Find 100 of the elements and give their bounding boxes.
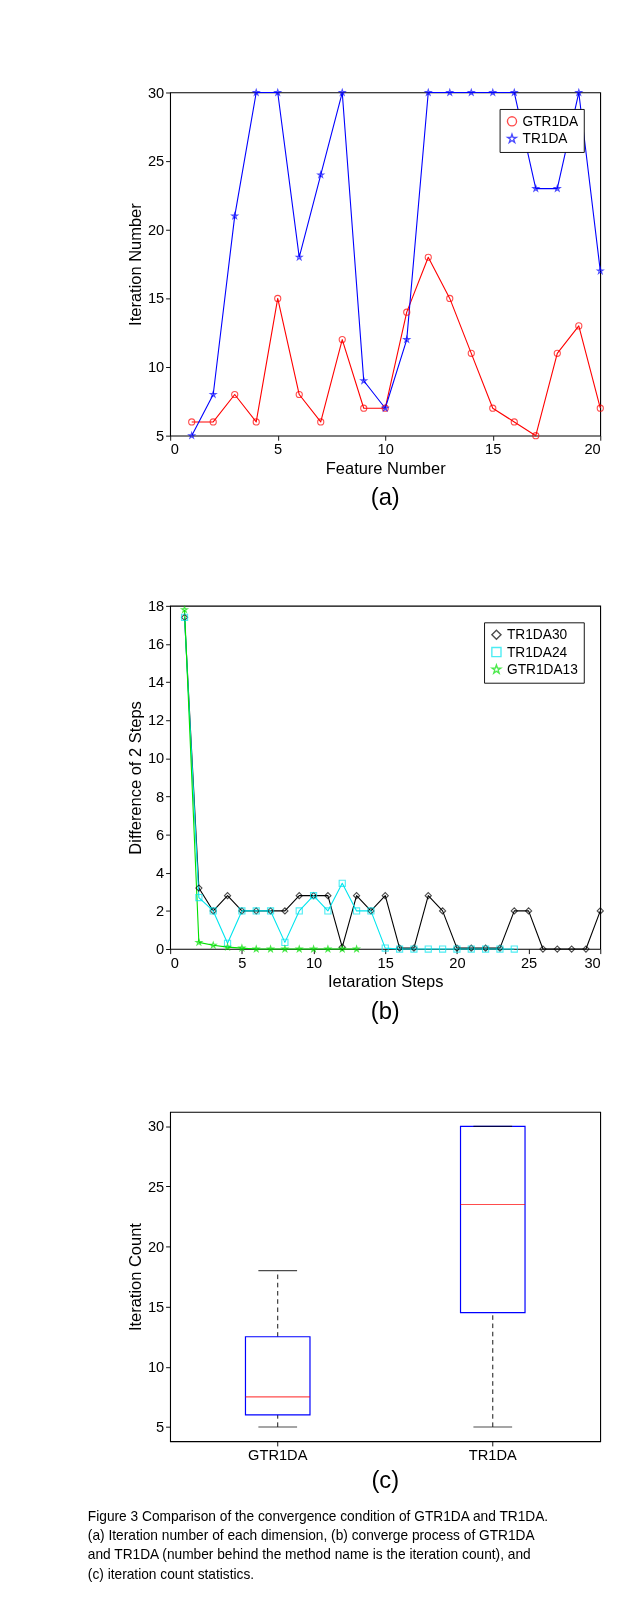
x-tick-label: 0 [170, 441, 179, 458]
y-tick-label: 6 [156, 826, 165, 843]
point [281, 945, 289, 953]
point [510, 418, 518, 426]
point [510, 88, 518, 96]
y-tick-label: 20 [147, 1238, 165, 1255]
y-tick-label: 10 [147, 359, 165, 376]
point [317, 171, 325, 178]
point [553, 945, 561, 953]
point [195, 884, 203, 892]
y-tick-label: 25 [147, 1178, 165, 1195]
point [338, 879, 346, 887]
point [231, 390, 239, 399]
legend-label: GTR1DA [522, 113, 580, 129]
legend-label: GTR1DA13 [506, 662, 579, 678]
y-axis-title: Iteration Number [125, 202, 144, 326]
point [446, 294, 454, 303]
y-tick-label: 12 [147, 712, 165, 729]
x-tick-label: 5 [238, 954, 247, 971]
x-tick-label: 15 [377, 954, 394, 971]
point [252, 945, 260, 953]
y-tick-label: 5 [156, 427, 165, 444]
point [510, 945, 518, 953]
point [553, 349, 561, 357]
y-tick-label: 15 [147, 1298, 165, 1315]
point [295, 253, 303, 261]
y-tick-label: 20 [147, 221, 165, 238]
x-tick-label: 15 [485, 441, 502, 458]
caption: Figure 3 Comparison of the convergence condition of GTR1DA and TR1DA. (a) Iteration number of each dimension, (b) converge process of GTR1DA and TR1DA (number behind the method name is the iteration count), and (c) iteration count statistics. [87, 1508, 549, 1582]
legend-label: TR1DA30 [506, 627, 568, 643]
y-tick-label: 5 [156, 1418, 165, 1435]
point [353, 945, 361, 953]
point [360, 404, 368, 412]
x-tick-label: 20 [584, 441, 601, 458]
point [539, 945, 547, 953]
point [209, 390, 217, 398]
point [360, 377, 368, 384]
point [295, 390, 303, 399]
point [209, 941, 217, 949]
x-tick-label: 5 [274, 441, 283, 458]
point [438, 907, 447, 915]
point [324, 945, 332, 953]
point [324, 892, 332, 900]
y-tick-label: 10 [147, 750, 165, 767]
point [352, 892, 361, 900]
point [274, 88, 282, 96]
point [489, 88, 497, 96]
x-tick-label: 0 [170, 954, 179, 971]
point [553, 184, 561, 192]
point [181, 606, 189, 613]
point [188, 432, 196, 439]
point [568, 945, 576, 953]
text: (b) [370, 996, 400, 1024]
text: (a) [370, 483, 400, 511]
point [532, 432, 540, 440]
point [295, 892, 303, 900]
x-axis-title: Feature Number [325, 458, 447, 477]
point [224, 943, 232, 951]
point [424, 88, 432, 96]
point [596, 267, 604, 274]
point [596, 907, 604, 915]
point [281, 938, 289, 946]
point [446, 88, 454, 96]
text: (c) [371, 1466, 400, 1494]
point [310, 945, 318, 953]
point [223, 939, 232, 947]
point [575, 88, 583, 96]
point [274, 294, 282, 303]
point [281, 907, 289, 915]
x-tick-label: 25 [520, 954, 538, 971]
point [252, 418, 260, 426]
point [195, 938, 203, 946]
point [532, 184, 540, 192]
point [338, 88, 346, 96]
y-tick-label: 16 [147, 636, 165, 653]
point [403, 335, 411, 343]
point [324, 907, 332, 915]
point [223, 892, 232, 900]
y-tick-label: 25 [147, 153, 165, 170]
point [510, 907, 518, 915]
point [317, 418, 325, 426]
point [381, 892, 389, 900]
point [238, 944, 246, 952]
x-tick-label: 20 [449, 954, 466, 971]
x-axis-title: Ietaration Steps [328, 972, 444, 991]
x-tick-label: 30 [584, 954, 601, 971]
point [231, 212, 239, 220]
point [195, 893, 203, 902]
x-tick-label: 10 [377, 441, 394, 458]
y-tick-label: 14 [147, 674, 165, 691]
point [524, 907, 533, 915]
legend-label: TR1DA [522, 131, 569, 147]
point [575, 322, 583, 330]
point [352, 907, 361, 915]
point [467, 88, 475, 96]
y-tick-label: 0 [156, 941, 165, 958]
y-tick-label: 15 [147, 290, 165, 307]
y-tick-label: 4 [156, 864, 165, 881]
point [338, 335, 346, 344]
point [381, 944, 389, 952]
